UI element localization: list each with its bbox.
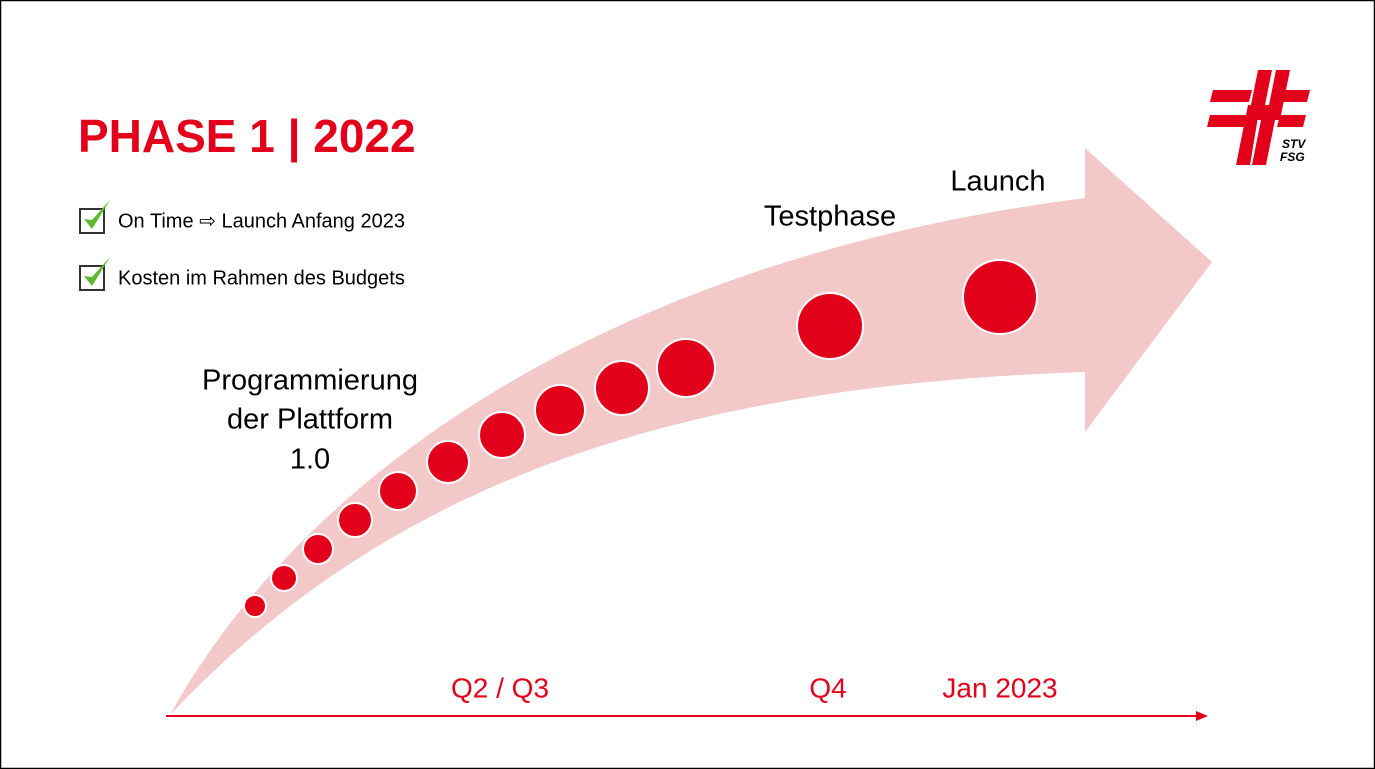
bullet-text: Kosten im Rahmen des Budgets [118,267,405,289]
dot [796,292,864,360]
dot [962,259,1038,335]
dot [478,411,526,459]
phase-label: Programmierung [202,365,418,397]
timeline-label: Q2 / Q3 [451,672,549,703]
dot [337,502,373,538]
timeline-arrowhead [1196,711,1208,721]
dot [270,564,298,592]
milestone-dots [243,259,1038,618]
dot [426,440,470,484]
phase-label: Testphase [764,201,896,233]
bullet-icon [79,257,110,291]
dot [534,384,586,436]
logo [1207,70,1310,165]
timeline-label: Q4 [809,672,846,703]
logo-text: STV [1282,137,1306,151]
bullet-text: On Time ⇨ Launch Anfang 2023 [118,210,405,232]
title: PHASE 1 | 2022 [78,110,416,162]
phase-label: der Plattform [227,404,393,436]
dot [302,533,334,565]
dot [378,471,418,511]
dot [656,338,716,398]
timeline-label: Jan 2023 [942,672,1057,703]
bullet-icon [79,200,110,234]
dot [243,594,267,618]
growth-arrow [170,148,1212,715]
phase-label: Launch [950,166,1045,198]
logo-text: FSG [1280,150,1305,164]
dot [594,360,650,416]
phase-label: 1.0 [290,444,330,476]
